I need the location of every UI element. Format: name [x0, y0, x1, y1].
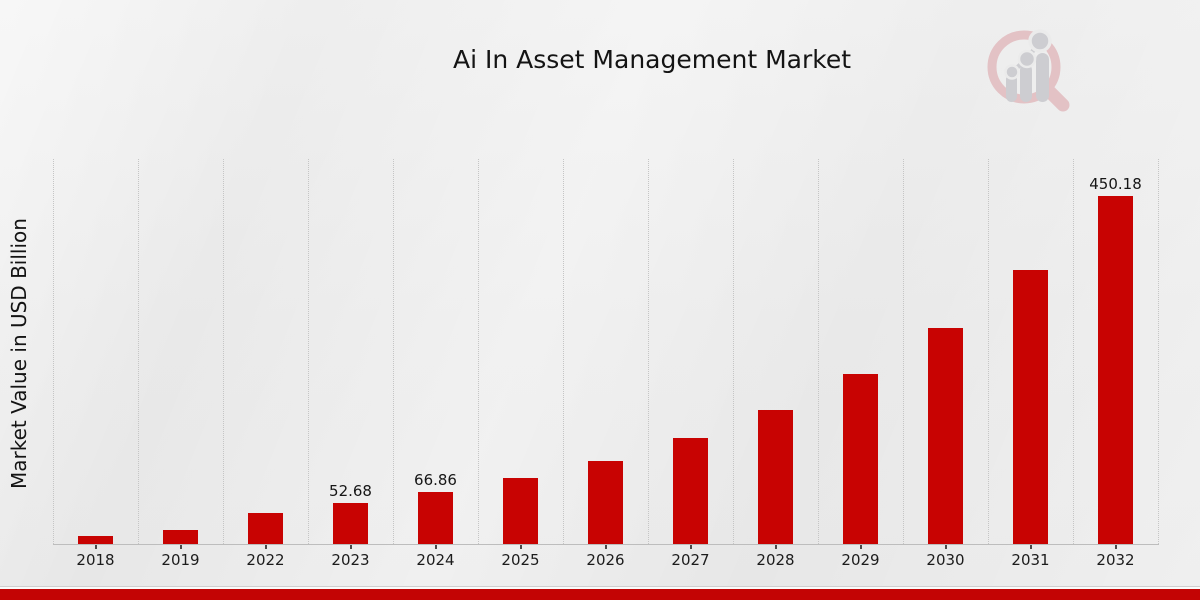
logo-dot-large: [1028, 29, 1052, 53]
logo-dot-medium: [1017, 49, 1037, 69]
x-tick-label-2025: 2025: [501, 551, 540, 569]
bar-2023: [333, 503, 368, 544]
x-tick-label-2030: 2030: [926, 551, 965, 569]
gridline: [1073, 159, 1074, 544]
gridline: [903, 159, 904, 544]
x-tick-2028: [774, 545, 777, 549]
logo-bar-small: [1006, 74, 1017, 102]
x-tick-2030: [944, 545, 947, 549]
bar-2028: [758, 409, 793, 544]
gridline: [1158, 159, 1159, 544]
logo-dot-small: [1004, 64, 1020, 80]
gridline: [478, 159, 479, 544]
x-tick-label-2022: 2022: [246, 551, 285, 569]
x-tick-2019: [179, 545, 182, 549]
x-tick-label-2019: 2019: [161, 551, 200, 569]
x-tick-2018: [94, 545, 97, 549]
x-tick-label-2028: 2028: [756, 551, 795, 569]
x-tick-label-2027: 2027: [671, 551, 710, 569]
y-axis-label: Market Value in USD Billion: [7, 218, 31, 489]
x-tick-2022: [264, 545, 267, 549]
gridline: [308, 159, 309, 544]
bar-2027: [673, 438, 708, 544]
footer-stripe: [0, 586, 1200, 600]
bar-value-label-2023: 52.68: [329, 482, 372, 501]
x-tick-2027: [689, 545, 692, 549]
gridline: [733, 159, 734, 544]
x-tick-label-2018: 2018: [76, 551, 115, 569]
x-tick-label-2031: 2031: [1011, 551, 1050, 569]
bar-2032: [1098, 196, 1133, 544]
bar-2030: [928, 327, 963, 544]
gridline: [648, 159, 649, 544]
x-tick-2026: [604, 545, 607, 549]
x-tick-2029: [859, 545, 862, 549]
gridline: [223, 159, 224, 544]
magnifier-handle: [1041, 83, 1070, 112]
chart-title: Ai In Asset Management Market: [452, 45, 852, 74]
gridline: [53, 159, 54, 544]
x-tick-2025: [519, 545, 522, 549]
bar-value-label-2032: 450.18: [1089, 175, 1142, 193]
bar-2029: [843, 373, 878, 544]
bar-2024: [418, 492, 453, 544]
logo-bar-medium: [1020, 64, 1032, 102]
x-tick-label-2024: 2024: [416, 551, 455, 569]
bar-2026: [588, 460, 623, 544]
x-tick-2031: [1029, 545, 1032, 549]
bar-value-label-2024: 66.86: [414, 471, 457, 490]
bar-2031: [1013, 269, 1048, 544]
x-tick-2024: [434, 545, 437, 549]
x-tick-label-2026: 2026: [586, 551, 625, 569]
x-tick-label-2032: 2032: [1096, 551, 1135, 569]
x-tick-label-2023: 2023: [331, 551, 370, 569]
x-axis-line: [53, 544, 1159, 545]
bar-2025: [503, 478, 538, 544]
gridline: [393, 159, 394, 544]
gridline: [563, 159, 564, 544]
bar-2018: [78, 536, 113, 544]
gridline: [818, 159, 819, 544]
x-tick-2023: [349, 545, 352, 549]
gridline: [988, 159, 989, 544]
x-tick-label-2029: 2029: [841, 551, 880, 569]
x-tick-2032: [1114, 545, 1117, 549]
bar-2022: [248, 512, 283, 544]
bar-2019: [163, 529, 198, 544]
gridline: [138, 159, 139, 544]
logo-bar-large: [1036, 53, 1049, 102]
magnifier-bar-chart-logo-icon: [987, 29, 1070, 112]
